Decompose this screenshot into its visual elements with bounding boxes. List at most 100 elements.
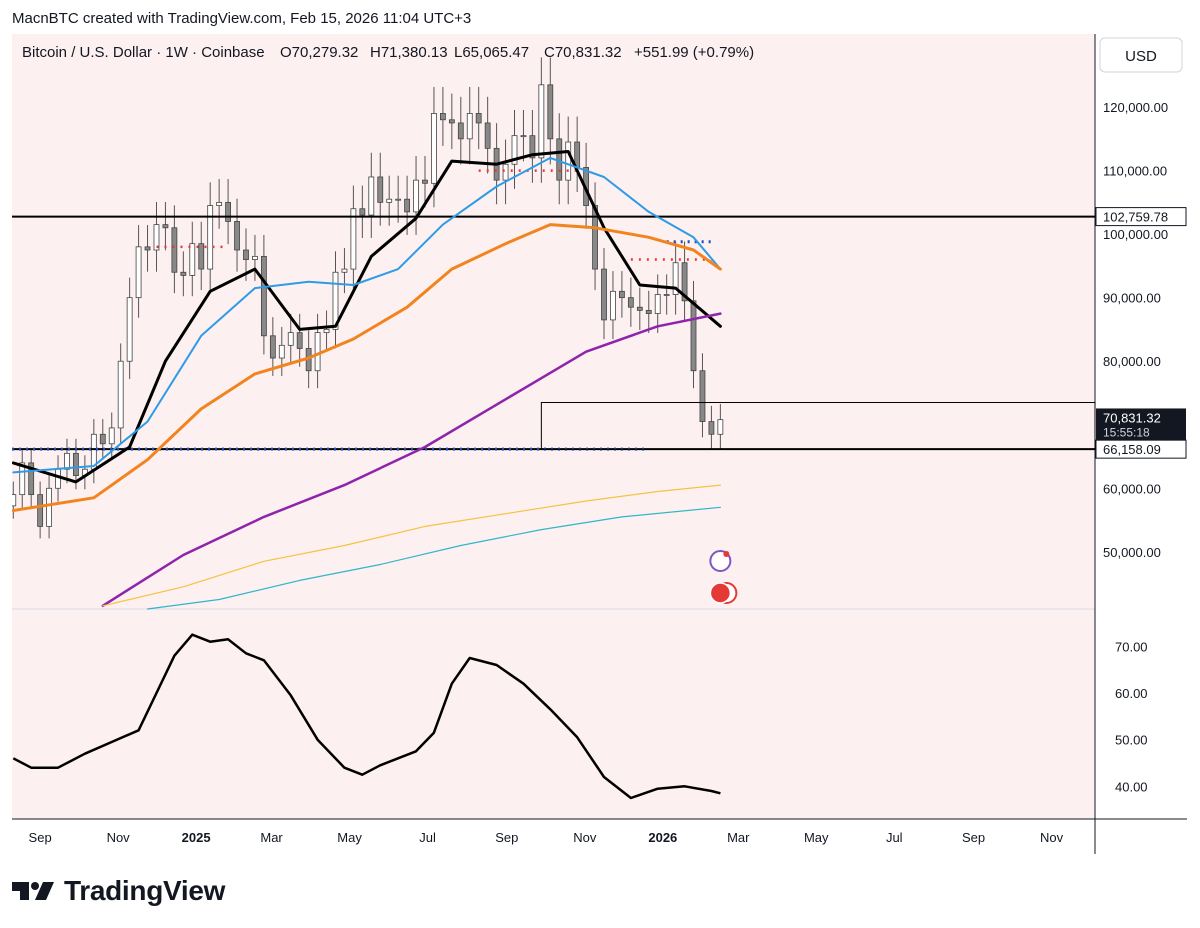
time-tick-label: Nov — [107, 830, 131, 845]
indicator-line — [102, 484, 722, 607]
candle-body — [690, 300, 697, 372]
time-tick-label: May — [337, 830, 362, 845]
candle-body — [359, 208, 366, 216]
candle-body — [484, 122, 491, 149]
header-high: H71,380.13 — [370, 44, 448, 61]
axis-layer: 50,000.0060,000.0070,000.0080,000.0090,0… — [29, 37, 1187, 845]
candle-body — [457, 122, 464, 140]
header-change: +551.99 (+0.79%) — [634, 44, 754, 61]
candle-body — [243, 249, 249, 260]
chart-svg[interactable]: 50,000.0060,000.0070,000.0080,000.0090,0… — [12, 34, 1187, 854]
candle-body — [198, 243, 205, 270]
candle-body — [144, 246, 151, 251]
candle-body — [162, 224, 169, 229]
candle-body — [153, 224, 160, 251]
candle-body — [466, 113, 473, 140]
currency-button[interactable] — [1099, 37, 1183, 73]
candle-body — [108, 427, 115, 445]
candle-body — [547, 84, 554, 140]
candle-body — [448, 119, 455, 124]
time-tick-label: Jul — [886, 830, 903, 845]
candle-body — [422, 179, 428, 184]
candle-body — [529, 135, 536, 159]
currency-button-label: USD — [1125, 48, 1157, 65]
candle-body — [332, 271, 339, 330]
candle-body — [681, 262, 688, 302]
candle-body — [413, 179, 419, 213]
price-tick-label: 80,000.00 — [1103, 354, 1161, 369]
main-series-layer — [12, 57, 1096, 610]
chart-area[interactable]: 50,000.0060,000.0070,000.0080,000.0090,0… — [12, 34, 1187, 854]
us-flag-event-icon — [709, 582, 732, 604]
tradingview-logo[interactable]: TradingView — [12, 874, 225, 908]
candle-body — [520, 135, 527, 138]
candle-body — [511, 135, 518, 165]
range-box — [540, 402, 1096, 450]
last-price-box — [1096, 408, 1186, 441]
candle-body — [538, 84, 545, 159]
last-price-label: 70,831.32 — [1103, 410, 1161, 425]
header-close: C70,831.32 — [544, 44, 622, 61]
candle-body — [627, 297, 634, 308]
candle-body — [341, 268, 348, 273]
level-label: 102,759.78 — [1103, 210, 1168, 225]
price-tick-label: 120,000.00 — [1103, 100, 1168, 115]
header-symbol: Bitcoin / U.S. Dollar · 1W · Coinbase — [22, 44, 265, 61]
candle-body — [19, 462, 26, 496]
chart-caption: MacnBTC created with TradingView.com, Fe… — [12, 10, 472, 27]
candle-body — [225, 201, 231, 222]
candle-body — [117, 360, 124, 429]
oscillator-line — [12, 633, 721, 800]
candle-body — [99, 433, 106, 445]
candle-body — [439, 113, 446, 121]
indicator-line — [101, 312, 722, 608]
time-tick-label: Sep — [29, 830, 52, 845]
candle-body — [717, 419, 724, 435]
indicator-line — [146, 506, 722, 610]
candle-body — [287, 332, 294, 346]
oscillator-layer — [12, 633, 721, 800]
level-label-box — [1095, 207, 1187, 227]
ai-event-dot — [723, 551, 730, 557]
osc-tick-label: 40.00 — [1115, 779, 1148, 794]
candle-body — [350, 208, 357, 270]
candle-body — [216, 201, 223, 206]
candle-body — [377, 176, 384, 203]
candle-body — [207, 205, 214, 270]
level-label: 66,158.09 — [1103, 442, 1161, 457]
candle-body — [636, 306, 643, 311]
candle-body — [404, 198, 410, 213]
time-tick-label: Jul — [419, 830, 436, 845]
candle-body — [699, 370, 706, 422]
candle-body — [171, 227, 178, 273]
candle-body — [189, 243, 196, 276]
candle-body — [12, 494, 17, 507]
time-tick-label: 2025 — [182, 830, 211, 845]
time-tick-label: Sep — [495, 830, 518, 845]
candle-body — [431, 113, 437, 184]
price-tick-label: 60,000.00 — [1103, 481, 1161, 496]
candle-body — [37, 494, 44, 527]
time-tick-label: May — [804, 830, 829, 845]
candle-body — [269, 335, 276, 359]
header-open: O70,279.32 — [280, 44, 358, 61]
time-tick-label: Sep — [962, 830, 985, 845]
candle-body — [565, 141, 572, 181]
candle-body — [234, 221, 240, 251]
candle-body — [46, 487, 52, 527]
candle-body — [323, 329, 330, 334]
candle-body — [252, 255, 258, 260]
candle-body — [126, 297, 133, 362]
price-tick-label: 50,000.00 — [1103, 545, 1161, 560]
candle-body — [135, 246, 142, 299]
osc-tick-label: 70.00 — [1115, 639, 1148, 654]
candle-body — [278, 344, 285, 359]
candle-body — [386, 198, 393, 203]
candle-body — [28, 462, 35, 496]
indicator-line — [12, 156, 722, 474]
main-pane[interactable] — [12, 34, 1095, 609]
indicator-line — [12, 223, 722, 512]
osc-tick-label: 50.00 — [1115, 733, 1148, 748]
candle-body — [73, 452, 79, 476]
price-tick-label: 90,000.00 — [1103, 291, 1161, 306]
